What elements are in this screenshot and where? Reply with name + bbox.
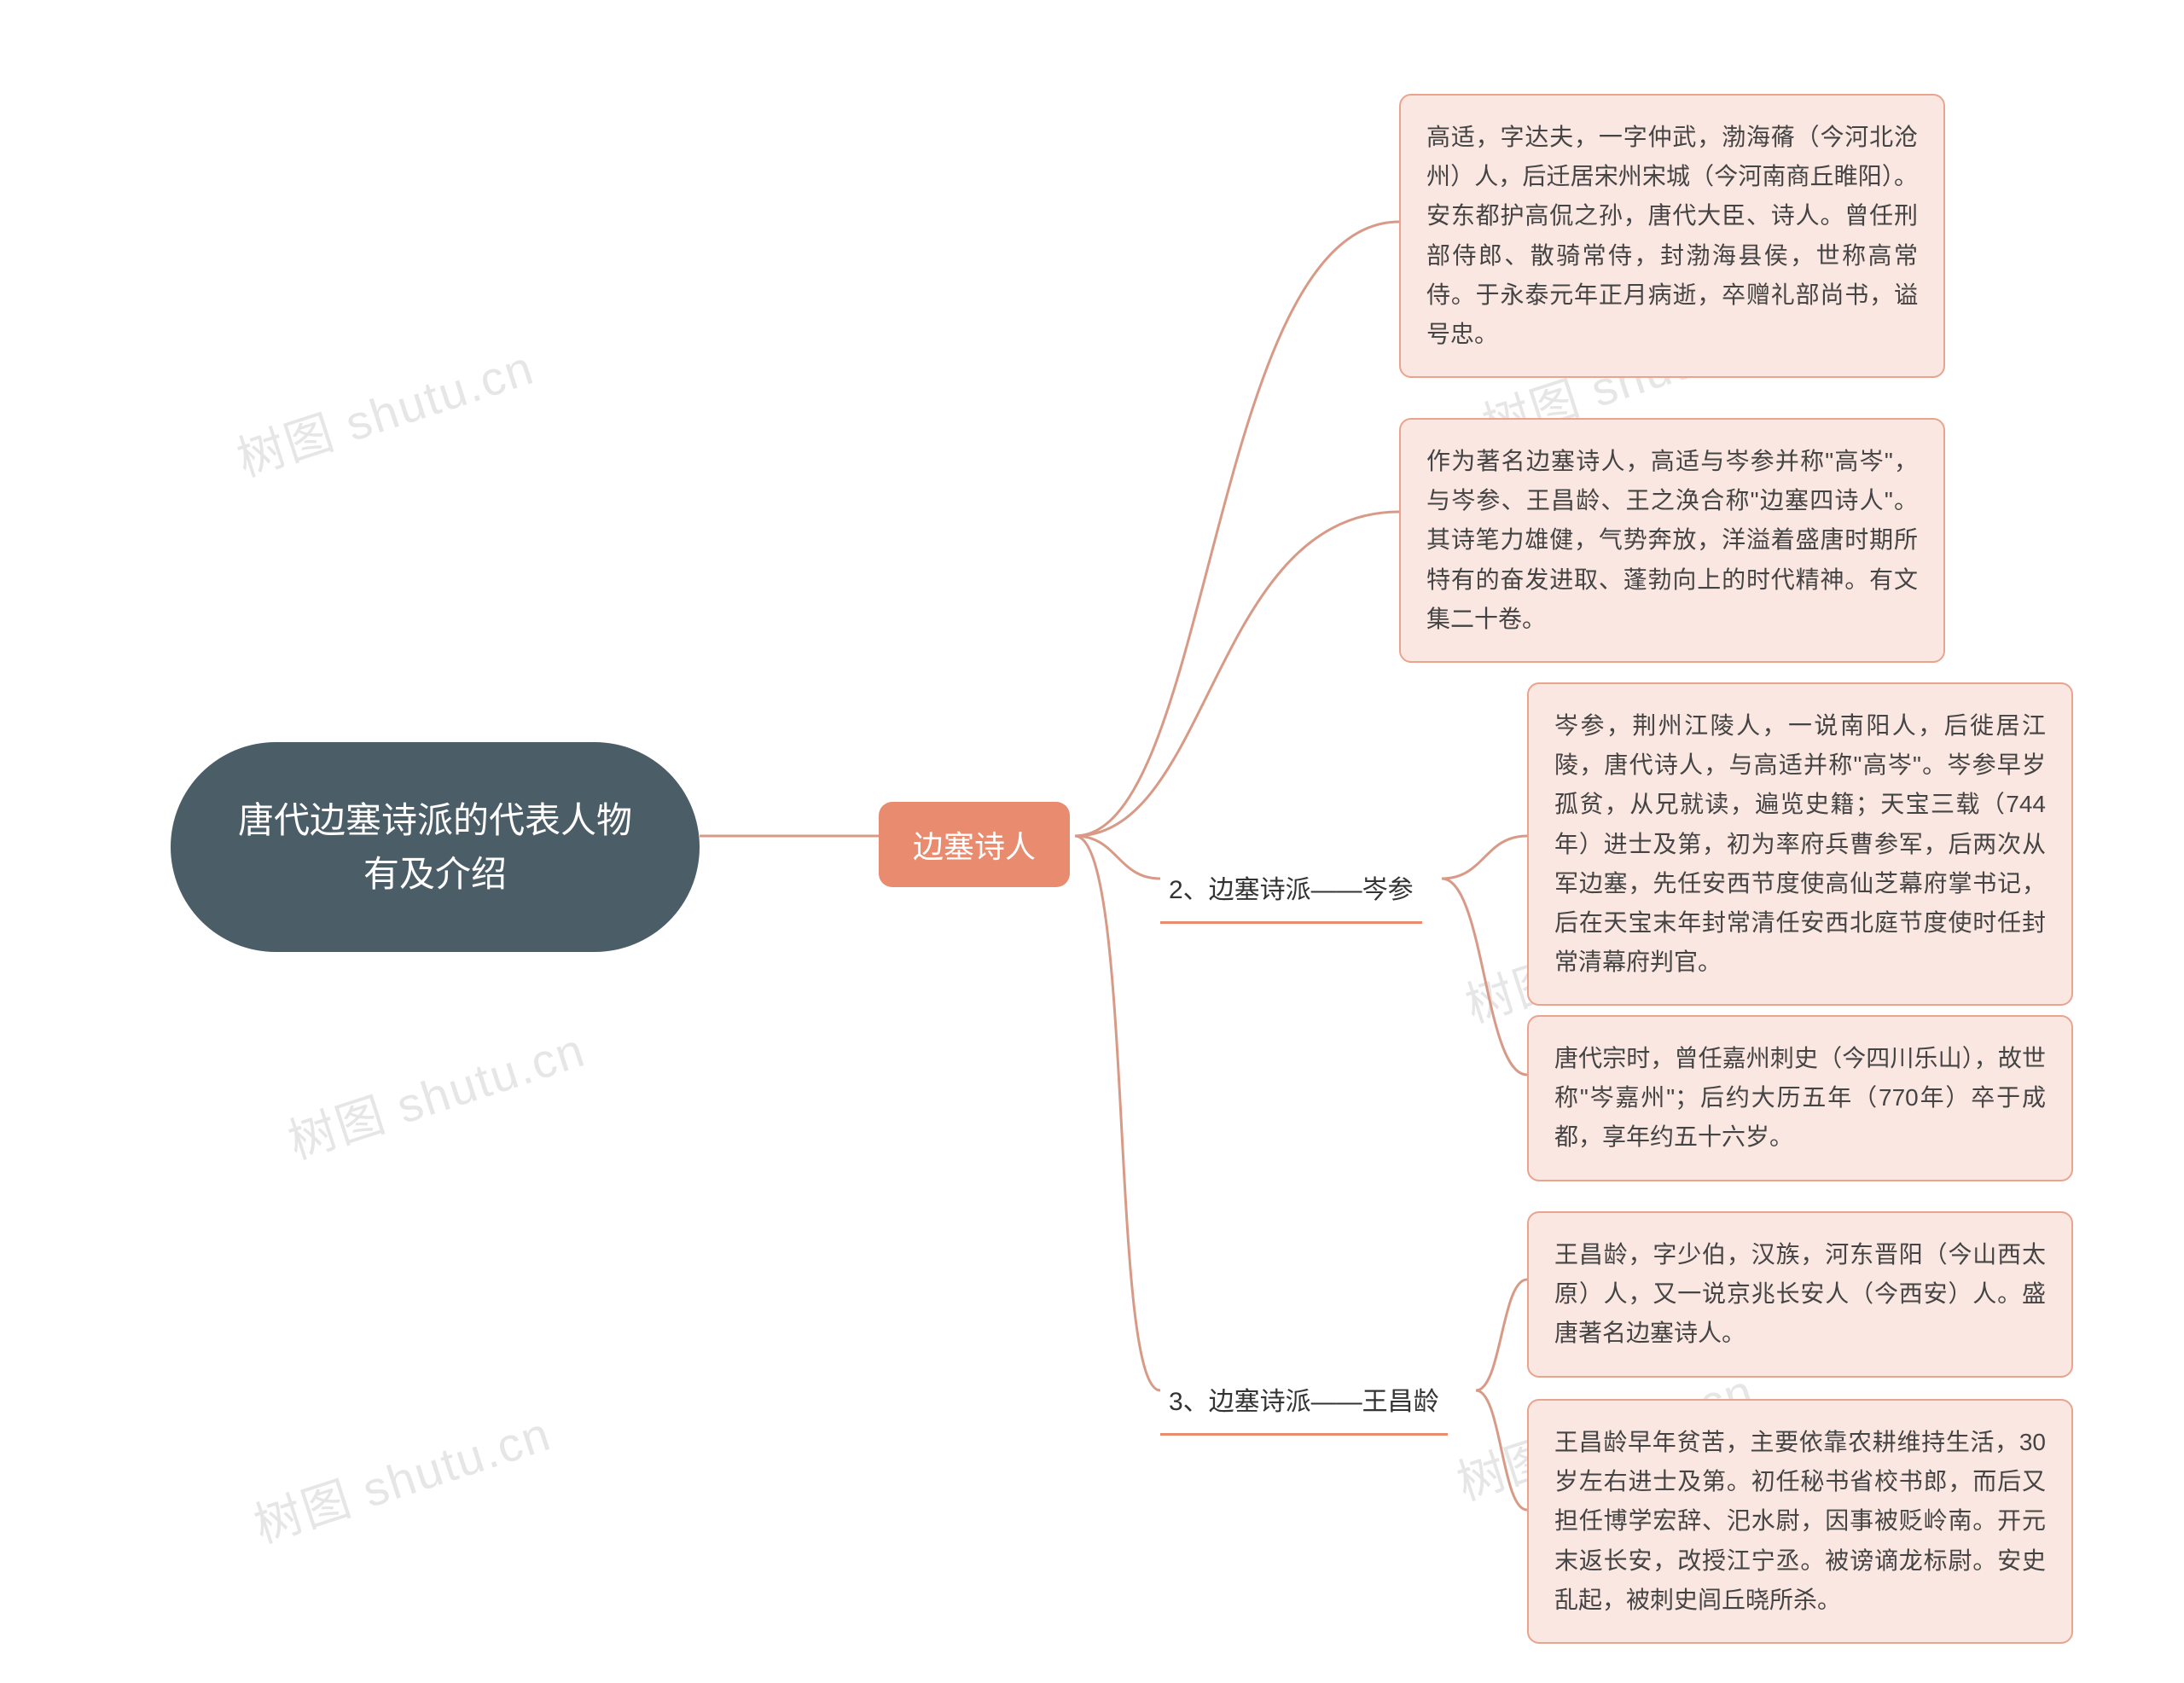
mindmap-leaf: 作为著名边塞诗人，高适与岑参并称"高岑"，与岑参、王昌龄、王之涣合称"边塞四诗人… <box>1399 418 1945 663</box>
mindmap-branch: 边塞诗人 <box>879 802 1070 887</box>
watermark: 树图 shutu.cn <box>227 329 542 490</box>
mindmap-sub-node: 3、边塞诗派——王昌龄 <box>1160 1365 1448 1436</box>
mindmap-leaf: 王昌龄，字少伯，汉族，河东晋阳（今山西太原）人，又一说京兆长安人（今西安）人。盛… <box>1527 1211 2073 1378</box>
mindmap-leaf: 岑参，荆州江陵人，一说南阳人，后徙居江陵，唐代诗人，与高适并称"高岑"。岑参早岁… <box>1527 682 2073 1006</box>
mindmap-leaf: 唐代宗时，曾任嘉州刺史（今四川乐山），故世称"岑嘉州"；后约大历五年（770年）… <box>1527 1015 2073 1181</box>
mindmap-leaf: 王昌龄早年贫苦，主要依靠农耕维持生活，30岁左右进士及第。初任秘书省校书郎，而后… <box>1527 1399 2073 1644</box>
mindmap-root: 唐代边塞诗派的代表人物有及介绍 <box>171 742 700 952</box>
watermark: 树图 shutu.cn <box>278 1012 593 1173</box>
mindmap-leaf: 高适，字达夫，一字仲武，渤海蓨（今河北沧州）人，后迁居宋州宋城（今河南商丘睢阳）… <box>1399 94 1945 378</box>
watermark: 树图 shutu.cn <box>244 1396 559 1557</box>
mindmap-sub-node: 2、边塞诗派——岑参 <box>1160 853 1422 924</box>
